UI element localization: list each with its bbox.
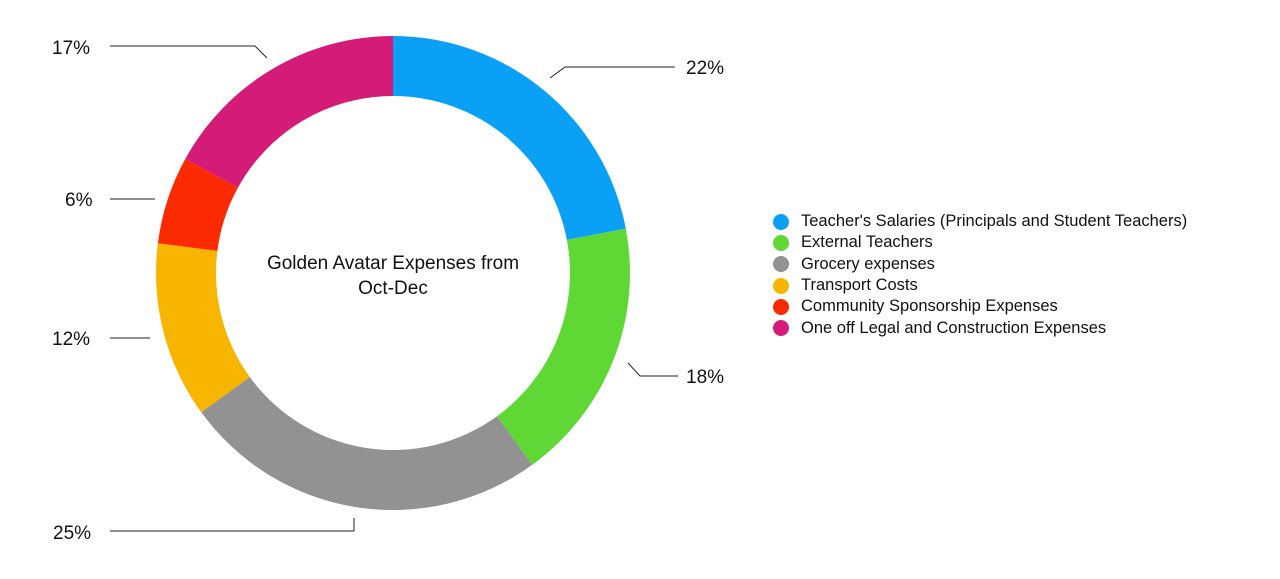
legend-item: Community Sponsorship Expenses — [773, 296, 1187, 317]
chart-title: Golden Avatar Expenses from — [267, 253, 519, 274]
leader-line — [549, 66, 675, 79]
donut-slice[interactable] — [497, 228, 630, 465]
legend-label: Grocery expenses — [801, 254, 935, 273]
legend-label: Transport Costs — [801, 276, 918, 295]
leader-line — [627, 362, 678, 377]
data-label: 6% — [65, 190, 93, 211]
data-label: 22% — [686, 58, 724, 79]
donut-slice[interactable] — [157, 158, 238, 251]
data-label: 25% — [53, 523, 91, 544]
legend-swatch — [773, 234, 789, 251]
legend-label: Community Sponsorship Expenses — [801, 297, 1058, 316]
legend-item: External Teachers — [773, 232, 1187, 253]
data-label: 18% — [686, 367, 724, 388]
legend-swatch — [773, 320, 789, 337]
legend-label: Teacher's Salaries (Principals and Stude… — [801, 212, 1188, 231]
leader-line — [110, 518, 355, 532]
legend-label: External Teachers — [801, 233, 933, 252]
donut-slice[interactable] — [156, 243, 250, 413]
chart-title: Oct-Dec — [358, 278, 428, 299]
leader-line — [110, 45, 268, 59]
legend-item: One off Legal and Construction Expenses — [773, 317, 1187, 338]
legend: Teacher's Salaries (Principals and Stude… — [773, 211, 1187, 339]
donut-slice[interactable] — [393, 36, 626, 240]
legend-swatch — [773, 256, 789, 273]
data-label: 17% — [52, 38, 90, 59]
legend-item: Grocery expenses — [773, 254, 1187, 275]
data-label: 12% — [52, 329, 90, 350]
legend-swatch — [773, 277, 789, 294]
legend-swatch — [773, 298, 789, 315]
legend-item: Transport Costs — [773, 275, 1187, 296]
legend-swatch — [773, 213, 789, 230]
legend-label: One off Legal and Construction Expenses — [801, 318, 1107, 337]
donut-slice[interactable] — [185, 36, 393, 188]
legend-item: Teacher's Salaries (Principals and Stude… — [773, 211, 1187, 232]
donut-slice[interactable] — [201, 377, 533, 510]
